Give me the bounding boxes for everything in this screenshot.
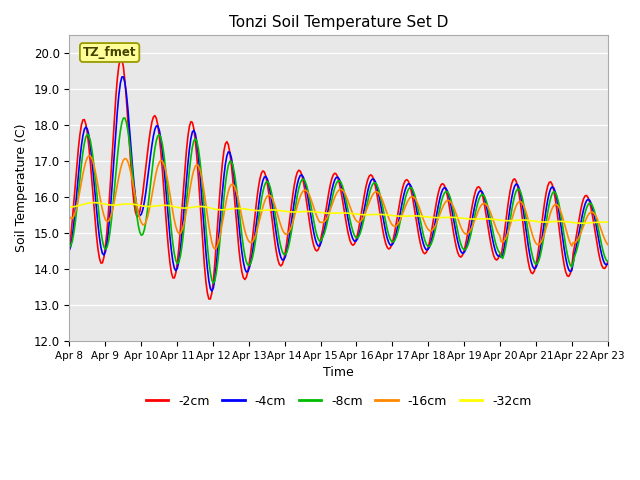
-32cm xyxy=(303,209,310,215)
-32cm xyxy=(90,200,97,205)
-4cm xyxy=(604,261,612,267)
-16cm xyxy=(65,214,73,219)
-2cm xyxy=(304,207,312,213)
-8cm xyxy=(229,162,237,168)
-2cm xyxy=(65,245,73,251)
-32cm xyxy=(227,206,235,212)
-2cm xyxy=(256,176,264,182)
-4cm xyxy=(120,74,127,80)
-32cm xyxy=(65,204,73,210)
-16cm xyxy=(229,181,237,187)
-8cm xyxy=(256,207,264,213)
-16cm xyxy=(133,203,141,209)
Line: -16cm: -16cm xyxy=(69,156,608,249)
-2cm xyxy=(116,56,124,62)
-2cm xyxy=(247,249,255,255)
-4cm xyxy=(304,194,312,200)
-32cm xyxy=(246,207,253,213)
Line: -2cm: -2cm xyxy=(69,59,608,299)
Title: Tonzi Soil Temperature Set D: Tonzi Soil Temperature Set D xyxy=(229,15,448,30)
-4cm xyxy=(208,288,216,294)
-4cm xyxy=(256,193,264,199)
-32cm xyxy=(133,202,141,208)
-8cm xyxy=(65,244,73,250)
-2cm xyxy=(577,207,584,213)
Legend: -2cm, -4cm, -8cm, -16cm, -32cm: -2cm, -4cm, -8cm, -16cm, -32cm xyxy=(141,390,536,413)
-32cm xyxy=(255,208,262,214)
-8cm xyxy=(247,260,255,266)
Line: -8cm: -8cm xyxy=(69,118,608,283)
Line: -4cm: -4cm xyxy=(69,77,608,291)
-4cm xyxy=(577,220,584,226)
Line: -32cm: -32cm xyxy=(69,203,608,223)
-2cm xyxy=(229,177,237,182)
-4cm xyxy=(65,247,73,253)
-16cm xyxy=(85,153,93,158)
-8cm xyxy=(133,213,141,218)
X-axis label: Time: Time xyxy=(323,366,354,379)
-8cm xyxy=(577,230,584,236)
-16cm xyxy=(304,190,312,195)
-4cm xyxy=(247,259,255,265)
-16cm xyxy=(211,246,219,252)
Y-axis label: Soil Temperature (C): Soil Temperature (C) xyxy=(15,124,28,252)
-16cm xyxy=(577,230,584,236)
-16cm xyxy=(256,216,264,222)
-32cm xyxy=(575,220,583,226)
-16cm xyxy=(604,241,612,247)
-2cm xyxy=(604,259,612,265)
-2cm xyxy=(207,296,214,302)
-16cm xyxy=(247,240,255,246)
-4cm xyxy=(229,164,237,169)
-8cm xyxy=(121,115,129,121)
-32cm xyxy=(579,220,586,226)
-8cm xyxy=(604,259,612,264)
-4cm xyxy=(133,204,141,210)
Text: TZ_fmet: TZ_fmet xyxy=(83,46,136,59)
-8cm xyxy=(209,280,217,286)
-2cm xyxy=(133,214,141,219)
-8cm xyxy=(304,187,312,193)
-32cm xyxy=(604,219,612,225)
